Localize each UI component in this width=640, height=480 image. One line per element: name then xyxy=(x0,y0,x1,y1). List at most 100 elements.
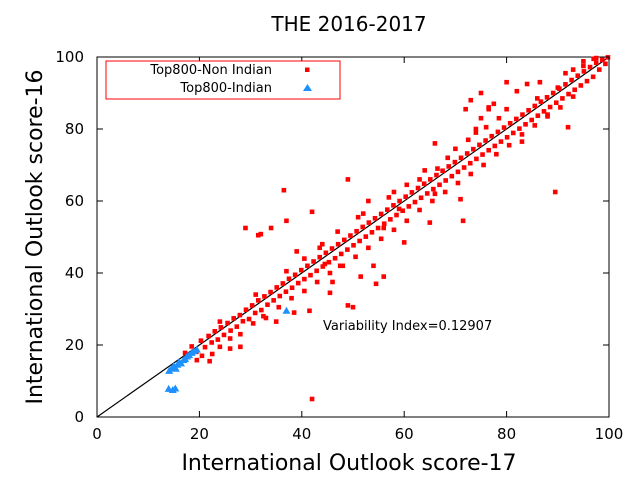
data-point-non-indian xyxy=(209,351,215,357)
data-point-non-indian xyxy=(388,217,393,222)
data-point-non-indian xyxy=(575,73,581,79)
data-point-non-indian xyxy=(189,344,195,349)
data-point-non-indian xyxy=(467,160,473,166)
data-point-non-indian xyxy=(182,350,188,356)
data-point-non-indian xyxy=(354,228,359,234)
data-point-non-indian xyxy=(284,268,289,274)
data-point-non-indian xyxy=(547,104,553,110)
data-point-non-indian xyxy=(506,142,512,148)
data-point-non-indian xyxy=(473,130,479,135)
data-point-non-indian xyxy=(437,182,442,188)
legend-marker-indian xyxy=(303,84,312,91)
y-tick-label: 80 xyxy=(65,120,84,138)
data-point-non-indian xyxy=(369,230,375,235)
data-point-non-indian xyxy=(258,231,264,237)
data-point-non-indian xyxy=(237,312,243,318)
data-point-non-indian xyxy=(401,240,407,245)
data-point-non-indian xyxy=(295,280,301,286)
y-tick-label: 20 xyxy=(65,336,84,354)
variability-index-annotation: Variability Index=0.12907 xyxy=(323,319,492,334)
data-point-non-indian xyxy=(443,178,448,183)
data-point-non-indian xyxy=(480,152,485,157)
data-point-non-indian xyxy=(358,274,363,279)
data-point-non-indian xyxy=(555,85,561,90)
data-point-non-indian xyxy=(231,316,237,321)
data-point-non-indian xyxy=(372,215,378,221)
data-point-non-indian xyxy=(593,60,599,66)
data-point-non-indian xyxy=(403,194,409,199)
data-point-non-indian xyxy=(446,164,452,169)
data-point-non-indian xyxy=(253,292,259,297)
data-point-non-indian xyxy=(268,289,273,295)
data-point-non-indian xyxy=(421,181,427,187)
data-point-non-indian xyxy=(520,112,525,117)
data-point-non-indian xyxy=(381,225,387,231)
data-point-non-indian xyxy=(327,270,333,276)
legend-marker-non-indian xyxy=(305,67,310,72)
plot-frame xyxy=(96,56,610,418)
data-point-non-indian xyxy=(292,272,298,278)
data-point-non-indian xyxy=(460,218,466,224)
data-point-non-indian xyxy=(234,324,240,329)
x-axis-label: International Outlook score-17 xyxy=(181,451,516,476)
data-point-non-indian xyxy=(317,245,323,251)
data-point-non-indian xyxy=(391,227,397,233)
data-point-non-indian xyxy=(289,285,295,291)
data-point-non-indian xyxy=(206,333,211,339)
data-point-non-indian xyxy=(199,353,205,359)
data-point-non-indian xyxy=(428,177,433,182)
data-point-non-indian xyxy=(417,207,422,213)
data-point-non-indian xyxy=(535,113,541,118)
data-point-non-indian xyxy=(273,319,279,324)
data-point-non-indian xyxy=(560,96,565,101)
data-point-non-indian xyxy=(489,133,495,139)
data-point-non-indian xyxy=(262,294,267,299)
data-point-non-indian xyxy=(228,328,233,333)
data-point-non-indian xyxy=(381,274,387,279)
data-point-non-indian xyxy=(291,310,297,315)
data-point-non-indian xyxy=(307,308,312,314)
data-point-non-indian xyxy=(435,166,440,171)
data-point-non-indian xyxy=(463,106,468,112)
x-tick-label: 20 xyxy=(190,425,209,443)
data-point-non-indian xyxy=(357,238,362,244)
data-point-non-indian xyxy=(194,357,200,363)
data-point-indian xyxy=(171,384,180,392)
data-point-non-indian xyxy=(375,225,381,231)
data-point-non-indian xyxy=(308,272,313,278)
y-tick-label: 100 xyxy=(55,48,84,66)
data-point-non-indian xyxy=(504,106,509,112)
legend-label-non-indian: Top800-Non Indian xyxy=(149,63,272,78)
data-point-non-indian xyxy=(240,318,246,324)
data-point-non-indian xyxy=(314,279,320,285)
data-point-non-indian xyxy=(422,168,427,173)
x-tick-label: 80 xyxy=(497,425,516,443)
data-point-non-indian xyxy=(255,298,261,303)
data-point-non-indian xyxy=(465,137,471,143)
data-point-non-indian xyxy=(366,245,371,251)
data-point-non-indian xyxy=(473,126,479,132)
y-axis-ticks: 0 20 40 60 80 100 xyxy=(55,48,609,426)
x-tick-label: 40 xyxy=(292,425,311,443)
data-point-non-indian xyxy=(455,169,461,175)
data-point-non-indian xyxy=(596,67,602,72)
data-point-non-indian xyxy=(289,295,294,301)
data-point-non-indian xyxy=(418,195,424,201)
data-point-non-indian xyxy=(218,325,224,330)
data-point-non-indian xyxy=(302,256,307,261)
data-point-non-indian xyxy=(458,155,464,161)
data-point-non-indian xyxy=(504,79,509,85)
data-point-non-indian xyxy=(215,337,221,342)
data-point-non-indian xyxy=(348,233,353,238)
data-point-non-indian xyxy=(250,321,256,326)
data-point-non-indian xyxy=(458,196,463,202)
data-point-non-indian xyxy=(327,290,333,296)
data-point-indian xyxy=(192,345,201,353)
data-point-non-indian xyxy=(498,139,504,144)
data-point-non-indian xyxy=(311,259,316,264)
data-point-non-indian xyxy=(570,94,576,99)
y-tick-label: 0 xyxy=(74,408,84,426)
data-point-non-indian xyxy=(532,123,538,128)
data-point-non-indian xyxy=(591,56,596,62)
